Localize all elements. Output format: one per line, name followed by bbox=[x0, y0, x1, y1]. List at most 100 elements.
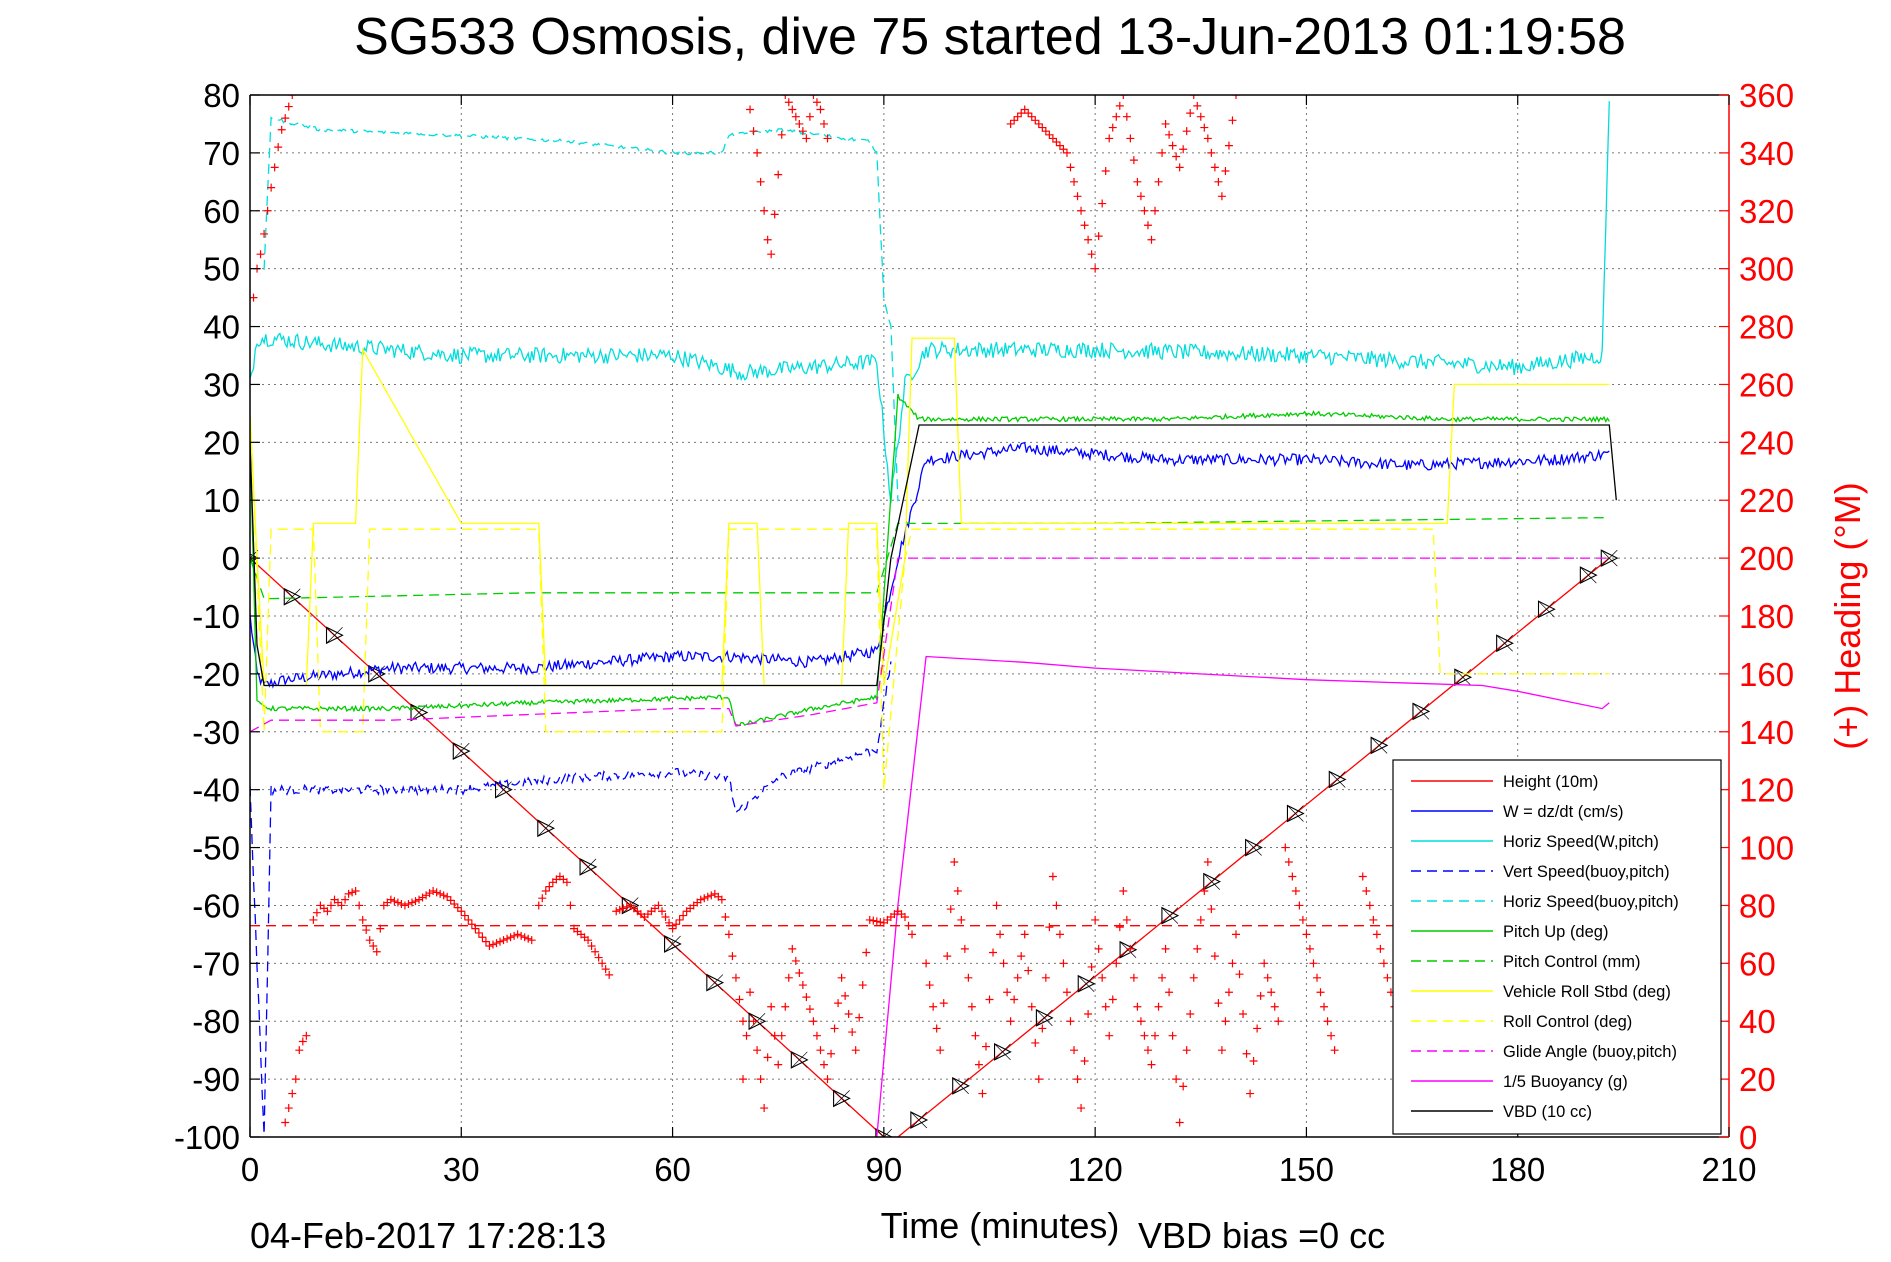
heading-marker-plus bbox=[562, 878, 571, 887]
heading-marker-plus bbox=[922, 959, 931, 968]
heading-marker-plus bbox=[865, 915, 874, 924]
heading-marker-plus bbox=[1274, 1017, 1283, 1026]
heading-marker-plus bbox=[728, 952, 737, 961]
heading-marker-plus bbox=[510, 931, 519, 940]
heading-marker-plus bbox=[950, 858, 959, 867]
heading-marker-plus bbox=[1105, 134, 1114, 143]
heading-marker-plus bbox=[348, 888, 357, 897]
heading-marker-plus bbox=[1383, 973, 1392, 982]
heading-marker-plus bbox=[1284, 858, 1293, 867]
heading-marker-plus bbox=[1207, 148, 1216, 157]
heading-marker-plus bbox=[971, 1031, 980, 1040]
heading-marker-plus bbox=[1267, 988, 1276, 997]
heading-marker-plus bbox=[1193, 944, 1202, 953]
heading-marker-plus bbox=[1126, 944, 1135, 953]
heading-marker-plus bbox=[1098, 973, 1107, 982]
heading-marker-plus bbox=[932, 1024, 941, 1033]
heading-marker-plus bbox=[1203, 134, 1212, 143]
y-tick-label: 10 bbox=[203, 482, 240, 519]
heading-marker-plus bbox=[1027, 1002, 1036, 1011]
y-tick-label: 70 bbox=[203, 135, 240, 172]
height-marker-cross bbox=[1203, 873, 1221, 890]
heading-marker-plus bbox=[619, 904, 628, 913]
heading-marker-plus bbox=[524, 934, 533, 943]
legend-entry-label: Vehicle Roll Stbd (deg) bbox=[1503, 983, 1671, 1001]
heading-marker-plus bbox=[471, 924, 480, 933]
heading-marker-plus bbox=[1210, 952, 1219, 961]
y2-axis-ticks: 3603403203002802602402202001801601401201… bbox=[1719, 77, 1794, 1156]
heading-marker-plus bbox=[503, 934, 512, 943]
heading-marker-plus bbox=[770, 1031, 779, 1040]
x-tick-label: 60 bbox=[654, 1151, 691, 1188]
heading-marker-plus bbox=[386, 895, 395, 904]
series-line bbox=[250, 337, 1610, 687]
heading-marker-plus bbox=[1147, 235, 1156, 244]
heading-marker-plus bbox=[1034, 1075, 1043, 1084]
heading-marker-plus bbox=[1203, 858, 1212, 867]
heading-marker-plus bbox=[1182, 1046, 1191, 1055]
heading-marker-plus bbox=[1260, 959, 1269, 968]
heading-marker-plus bbox=[446, 896, 455, 905]
heading-marker-plus bbox=[763, 235, 772, 244]
heading-marker-plus bbox=[615, 905, 624, 914]
heading-marker-plus bbox=[372, 947, 381, 956]
heading-marker-plus bbox=[939, 999, 948, 1008]
heading-marker-plus bbox=[1077, 206, 1086, 215]
heading-marker-plus bbox=[295, 1046, 304, 1055]
heading-marker-plus bbox=[1017, 109, 1026, 118]
heading-marker-plus bbox=[499, 936, 508, 945]
heading-marker-plus bbox=[823, 134, 832, 143]
height-marker-cross bbox=[495, 781, 512, 798]
height-marker-cross bbox=[910, 1111, 928, 1129]
heading-marker-plus bbox=[809, 1017, 818, 1026]
heading-marker-plus bbox=[1288, 872, 1297, 881]
y2-tick-label: 300 bbox=[1739, 251, 1794, 288]
heading-marker-plus bbox=[1249, 1057, 1258, 1066]
heading-marker-plus bbox=[1369, 915, 1378, 924]
heading-marker-plus bbox=[795, 968, 804, 977]
heading-marker-plus bbox=[957, 915, 966, 924]
y2-tick-label: 160 bbox=[1739, 656, 1794, 693]
heading-marker-plus bbox=[760, 206, 769, 215]
heading-marker-plus bbox=[1196, 915, 1205, 924]
heading-marker-plus bbox=[1165, 988, 1174, 997]
y2-tick-label: 80 bbox=[1739, 887, 1776, 924]
heading-marker-plus bbox=[492, 939, 501, 948]
y2-tick-label: 360 bbox=[1739, 77, 1794, 114]
heading-marker-plus bbox=[429, 886, 438, 895]
heading-marker-plus bbox=[390, 897, 399, 906]
heading-points-layer bbox=[250, 95, 1572, 1127]
height-marker-cross bbox=[284, 588, 301, 605]
heading-marker-plus bbox=[929, 1002, 938, 1011]
series-line bbox=[876, 655, 1610, 1137]
heading-marker-plus bbox=[1158, 973, 1167, 982]
heading-marker-plus bbox=[517, 931, 526, 940]
series-line bbox=[250, 557, 1610, 733]
heading-marker-plus bbox=[1372, 930, 1381, 939]
heading-marker-plus bbox=[1136, 192, 1145, 201]
heading-marker-plus bbox=[1003, 988, 1012, 997]
heading-marker-plus bbox=[953, 886, 962, 895]
heading-marker-plus bbox=[1048, 872, 1057, 881]
y-tick-label: 50 bbox=[203, 251, 240, 288]
heading-marker-plus bbox=[1161, 944, 1170, 953]
heading-marker-plus bbox=[534, 901, 543, 910]
heading-marker-plus bbox=[474, 928, 483, 937]
heading-marker-plus bbox=[291, 1075, 300, 1084]
heading-marker-plus bbox=[323, 907, 332, 916]
heading-marker-plus bbox=[369, 941, 378, 950]
heading-marker-plus bbox=[443, 892, 452, 901]
heading-marker-plus bbox=[288, 1089, 297, 1098]
heading-marker-plus bbox=[1168, 1031, 1177, 1040]
height-marker-cross bbox=[579, 858, 597, 876]
heading-marker-plus bbox=[848, 1028, 857, 1037]
heading-marker-plus bbox=[1232, 930, 1240, 939]
heading-marker-plus bbox=[1232, 95, 1240, 99]
heading-marker-plus bbox=[1126, 134, 1135, 143]
heading-marker-plus bbox=[520, 933, 529, 942]
heading-marker-plus bbox=[326, 901, 335, 910]
height-marker-triangle bbox=[368, 664, 387, 683]
heading-marker-plus bbox=[798, 981, 807, 990]
heading-marker-plus bbox=[1172, 152, 1181, 161]
heading-marker-plus bbox=[908, 930, 917, 939]
